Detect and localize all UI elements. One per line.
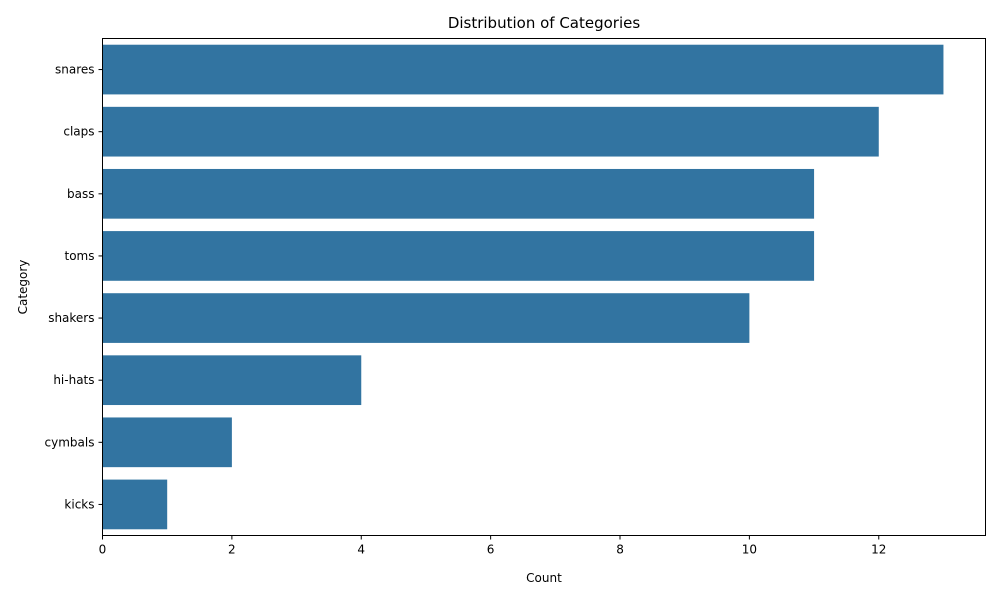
y-tick-label: hi-hats — [53, 373, 94, 387]
bar-hi-hats — [102, 355, 362, 406]
x-tick-label: 10 — [742, 543, 757, 557]
x-tick-label: 6 — [487, 543, 495, 557]
bar-kicks — [102, 479, 168, 530]
x-tick-label: 4 — [357, 543, 365, 557]
x-tick-label: 8 — [616, 543, 624, 557]
bar-shakers — [102, 293, 750, 343]
bar-toms — [102, 231, 815, 281]
bars-group — [102, 44, 944, 530]
bar-cymbals — [102, 417, 232, 468]
y-tick-label: claps — [63, 125, 94, 139]
bar-bass — [102, 168, 815, 219]
x-tick-label: 12 — [871, 543, 886, 557]
y-tick-label: shakers — [48, 311, 94, 325]
chart-title: Distribution of Categories — [448, 14, 641, 32]
bar-claps — [102, 106, 879, 157]
y-tick-label: bass — [67, 187, 94, 201]
y-tick-label: snares — [55, 63, 95, 77]
x-axis-label: Count — [526, 571, 562, 585]
y-axis-label: Category — [16, 260, 30, 315]
x-tick-label: 0 — [99, 543, 107, 557]
y-tick-label: kicks — [64, 497, 94, 511]
plot-frame — [102, 38, 986, 536]
x-axis-ticks: 0 2 4 6 8 10 12 — [99, 535, 886, 557]
y-tick-label: cymbals — [45, 435, 95, 449]
y-tick-label: toms — [65, 249, 95, 263]
y-axis-ticks: snares claps bass toms shakers hi-hats cymbals… — [45, 63, 103, 511]
x-tick-label: 2 — [228, 543, 236, 557]
bar-snares — [102, 44, 944, 95]
